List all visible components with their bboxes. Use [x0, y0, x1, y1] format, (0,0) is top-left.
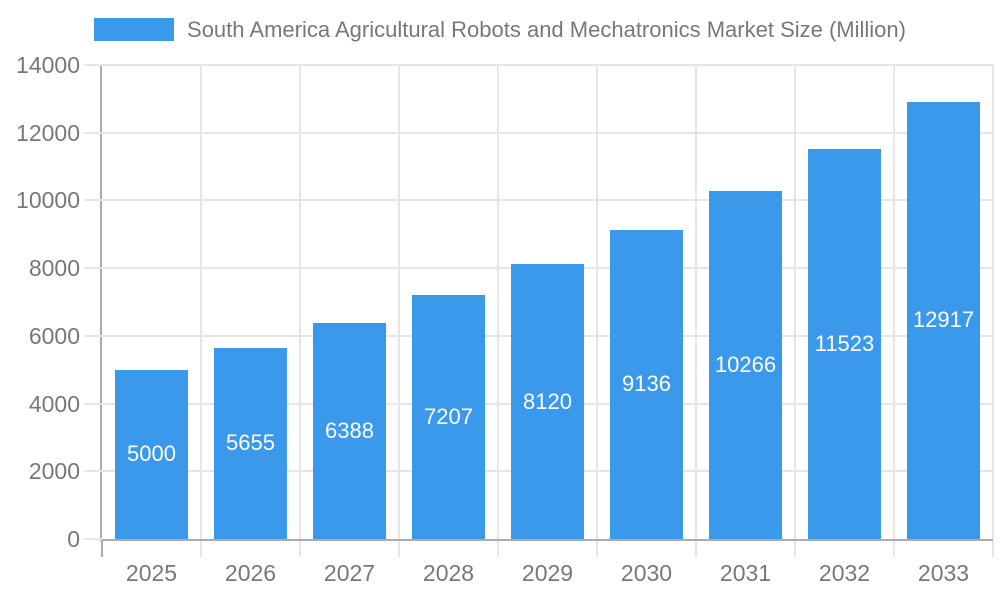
legend-swatch-icon — [94, 18, 175, 41]
y-axis-tick — [84, 64, 102, 66]
x-tick-label: 2033 — [917, 560, 970, 586]
bar-value-label: 6388 — [325, 417, 374, 443]
x-axis-tick — [200, 541, 202, 557]
legend-item[interactable]: South America Agricultural Robots and Me… — [0, 16, 1000, 43]
bar-value-label: 5655 — [226, 430, 275, 456]
y-axis-tick — [84, 199, 102, 202]
x-tick-label: 2028 — [422, 560, 475, 586]
x-tick-label: 2030 — [620, 560, 673, 586]
x-gridline — [398, 65, 400, 539]
bar-value-label: 5000 — [127, 441, 176, 467]
x-axis-tick — [695, 541, 697, 557]
y-gridline — [102, 64, 993, 66]
y-gridline — [102, 199, 993, 202]
x-gridline — [794, 65, 796, 539]
y-tick-label: 10000 — [16, 187, 80, 214]
x-gridline — [497, 65, 499, 539]
y-tick-label: 12000 — [16, 119, 80, 146]
y-axis-tick — [84, 131, 102, 134]
x-axis-tick — [794, 541, 796, 557]
y-axis-tick — [84, 334, 102, 337]
y-axis-tick — [84, 470, 102, 473]
x-tick-label: 2031 — [719, 560, 772, 586]
x-tick-label: 2029 — [521, 560, 574, 586]
x-gridline — [893, 65, 895, 539]
y-tick-label: 0 — [67, 526, 80, 552]
x-gridline — [695, 65, 697, 539]
bar-value-label: 10266 — [714, 352, 777, 378]
x-axis-tick — [596, 541, 598, 557]
bar[interactable]: 8120 — [511, 264, 584, 539]
bar-value-label: 11523 — [814, 330, 875, 356]
bar[interactable]: 6388 — [313, 322, 386, 539]
y-tick-label: 4000 — [28, 390, 80, 417]
y-axis-tick — [84, 402, 102, 405]
x-axis-tick — [398, 541, 400, 557]
bar-value-label: 7207 — [424, 404, 473, 429]
x-gridline — [299, 65, 301, 539]
bar-value-label: 9136 — [622, 371, 671, 397]
y-tick-label: 2000 — [28, 458, 80, 485]
x-gridline — [992, 65, 994, 539]
x-axis-tick — [893, 541, 895, 557]
y-tick-label: 14000 — [16, 52, 80, 78]
x-axis-tick — [299, 541, 301, 557]
bar[interactable]: 5655 — [214, 347, 287, 539]
y-gridline — [102, 131, 993, 134]
x-tick-label: 2025 — [125, 560, 178, 586]
y-tick-label: 6000 — [28, 322, 80, 349]
chart-title: South America Agricultural Robots and Me… — [187, 17, 906, 42]
bar[interactable]: 12917 — [907, 101, 980, 539]
y-axis-tick — [84, 267, 102, 270]
bar[interactable]: 7207 — [412, 295, 485, 539]
x-tick-label: 2026 — [224, 560, 277, 586]
bar[interactable]: 11523 — [808, 148, 881, 539]
x-tick-label: 2027 — [323, 560, 376, 586]
bar[interactable]: 9136 — [610, 229, 683, 539]
y-axis-tick — [84, 538, 102, 540]
bar[interactable]: 5000 — [115, 369, 188, 539]
x-gridline — [200, 65, 202, 539]
x-axis-tick — [992, 541, 994, 557]
x-gridline — [596, 65, 598, 539]
plot-area: 0 2000 4000 6000 8000 10000 12000 14000 5000 2025… — [16, 52, 994, 586]
x-axis-tick — [101, 541, 103, 557]
y-tick-label: 8000 — [28, 255, 80, 282]
bar-value-label: 12917 — [912, 307, 975, 333]
bar-value-label: 8120 — [523, 388, 572, 414]
x-axis-tick — [497, 541, 499, 557]
bar[interactable]: 10266 — [709, 191, 782, 539]
x-tick-label: 2032 — [818, 560, 871, 586]
